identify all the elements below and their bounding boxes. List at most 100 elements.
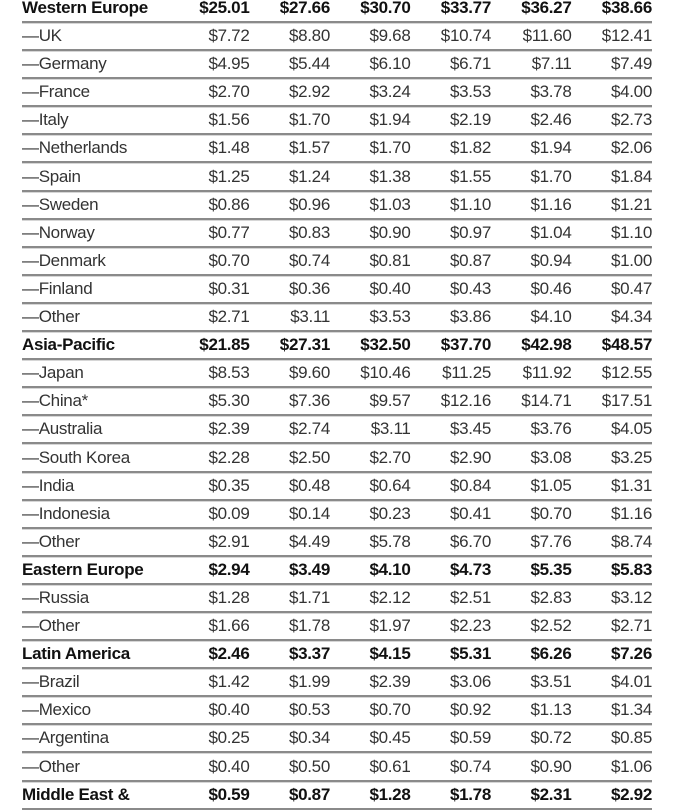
- value-cell: $3.53: [449, 82, 491, 102]
- value-cell: $0.85: [610, 728, 652, 748]
- value-cell: $0.74: [449, 756, 491, 776]
- country-row: —Norway $0.77 $0.83 $0.90 $0.97 $1.04 $1.10: [22, 220, 652, 248]
- value-cell: $2.73: [610, 110, 652, 130]
- value-cell: $1.66: [208, 616, 250, 636]
- row-label: —Japan: [22, 363, 84, 383]
- value-cell: $0.72: [530, 728, 572, 748]
- value-cell: $2.90: [449, 447, 491, 467]
- value-cell: $1.16: [530, 194, 572, 214]
- row-label: —Spain: [22, 166, 81, 186]
- value-cell: $8.74: [610, 531, 652, 551]
- value-cell: $0.31: [208, 278, 250, 298]
- row-label: Western Europe: [22, 0, 148, 17]
- country-row: —China* $5.30 $7.36 $9.57 $12.16 $14.71 $17.51: [22, 388, 653, 417]
- value-cell: $4.10: [369, 559, 411, 579]
- data-table: Western Europe $25.01 $27.66 $30.70 $33.77 $3…: [22, 0, 652, 810]
- value-cell: $36.27: [521, 0, 572, 17]
- value-cell: $1.05: [530, 475, 572, 495]
- value-cell: $8.53: [208, 363, 250, 383]
- value-cell: $6.10: [369, 54, 411, 74]
- value-cell: $12.55: [601, 363, 653, 383]
- value-cell: $2.23: [449, 616, 491, 636]
- value-cell: $1.70: [369, 138, 411, 158]
- value-cell: $0.53: [288, 700, 330, 720]
- value-cell: $4.00: [610, 82, 652, 102]
- value-cell: $0.34: [288, 728, 330, 748]
- region-row: Eastern Europe $2.94 $3.49 $4.10 $4.73 $5.35 $…: [22, 557, 652, 585]
- value-cell: $2.92: [610, 784, 652, 804]
- value-cell: $1.48: [208, 138, 250, 158]
- value-cell: $1.16: [610, 503, 652, 523]
- value-cell: $2.39: [208, 419, 250, 439]
- value-cell: $2.83: [530, 587, 572, 607]
- value-cell: $9.60: [288, 363, 330, 383]
- country-row: —France $2.70 $2.92 $3.24 $3.53 $3.78 $4.00: [22, 79, 652, 108]
- row-label: —Other: [22, 756, 80, 776]
- value-cell: $21.85: [199, 335, 250, 355]
- value-cell: $8.80: [288, 26, 330, 46]
- value-cell: $2.52: [530, 616, 572, 636]
- row-label: —Other: [22, 616, 80, 636]
- country-row: —Other $0.40 $0.50 $0.61 $0.74 $0.90 $1.06: [22, 754, 652, 782]
- value-cell: $30.70: [360, 0, 411, 17]
- value-cell: $2.92: [288, 82, 330, 102]
- value-cell: $33.77: [440, 0, 492, 17]
- country-row: —India $0.35 $0.48 $0.64 $0.84 $1.05 $1.31: [22, 473, 652, 501]
- value-cell: $3.25: [610, 447, 652, 467]
- value-cell: $9.68: [369, 26, 411, 46]
- row-label: —Norway: [22, 222, 95, 242]
- value-cell: $12.16: [440, 391, 492, 411]
- value-cell: $0.77: [208, 222, 250, 242]
- row-label: —UK: [22, 26, 62, 46]
- value-cell: $2.94: [208, 559, 250, 579]
- value-cell: $2.12: [369, 587, 411, 607]
- value-cell: $9.57: [369, 391, 411, 411]
- value-cell: $0.09: [208, 503, 250, 523]
- value-cell: $1.25: [208, 166, 250, 186]
- value-cell: $0.23: [369, 503, 411, 523]
- value-cell: $48.57: [601, 335, 653, 355]
- row-label: —Russia: [22, 587, 89, 607]
- value-cell: $1.97: [369, 616, 411, 636]
- value-cell: $1.94: [530, 138, 572, 158]
- row-label: Asia-Pacific: [22, 335, 115, 355]
- row-label: Eastern Europe: [22, 559, 144, 579]
- value-cell: $17.51: [601, 391, 653, 411]
- value-cell: $0.59: [449, 728, 491, 748]
- value-cell: $0.25: [208, 728, 250, 748]
- value-cell: $5.78: [369, 531, 411, 551]
- value-cell: $7.26: [610, 644, 652, 664]
- value-cell: $37.70: [440, 335, 492, 355]
- value-cell: $1.71: [288, 587, 330, 607]
- value-cell: $1.13: [530, 700, 572, 720]
- value-cell: $11.25: [442, 363, 491, 383]
- value-cell: $6.70: [449, 531, 491, 551]
- value-cell: $0.59: [208, 784, 250, 804]
- value-cell: $0.50: [288, 756, 330, 776]
- value-cell: $2.74: [288, 419, 330, 439]
- country-row: —Denmark $0.70 $0.74 $0.81 $0.87 $0.94 $1.00: [22, 248, 652, 276]
- value-cell: $3.86: [449, 307, 491, 327]
- value-cell: $3.37: [288, 644, 330, 664]
- value-cell: $4.73: [449, 559, 491, 579]
- country-row: —Brazil $1.42 $1.99 $2.39 $3.06 $3.51 $4.01: [22, 669, 652, 698]
- value-cell: $1.42: [208, 672, 250, 692]
- country-row: —Mexico $0.40 $0.53 $0.70 $0.92 $1.13 $1.34: [22, 697, 652, 726]
- row-label: —Other: [22, 307, 80, 327]
- row-label: —China*: [22, 391, 88, 411]
- value-cell: $1.70: [288, 110, 330, 130]
- value-cell: $5.31: [449, 644, 491, 664]
- value-cell: $4.10: [530, 307, 572, 327]
- row-label: —Other: [22, 531, 80, 551]
- value-cell: $2.91: [208, 531, 250, 551]
- row-label: —South Korea: [22, 447, 130, 467]
- value-cell: $0.35: [208, 475, 250, 495]
- row-label: Latin America: [22, 644, 130, 664]
- value-cell: $2.28: [208, 447, 250, 467]
- value-cell: $2.19: [449, 110, 491, 130]
- country-row: —Other $2.71 $3.11 $3.53 $3.86 $4.10 $4.34: [22, 304, 652, 333]
- value-cell: $0.86: [208, 194, 250, 214]
- value-cell: $2.51: [449, 587, 491, 607]
- value-cell: $0.46: [530, 278, 572, 298]
- value-cell: $10.74: [440, 26, 492, 46]
